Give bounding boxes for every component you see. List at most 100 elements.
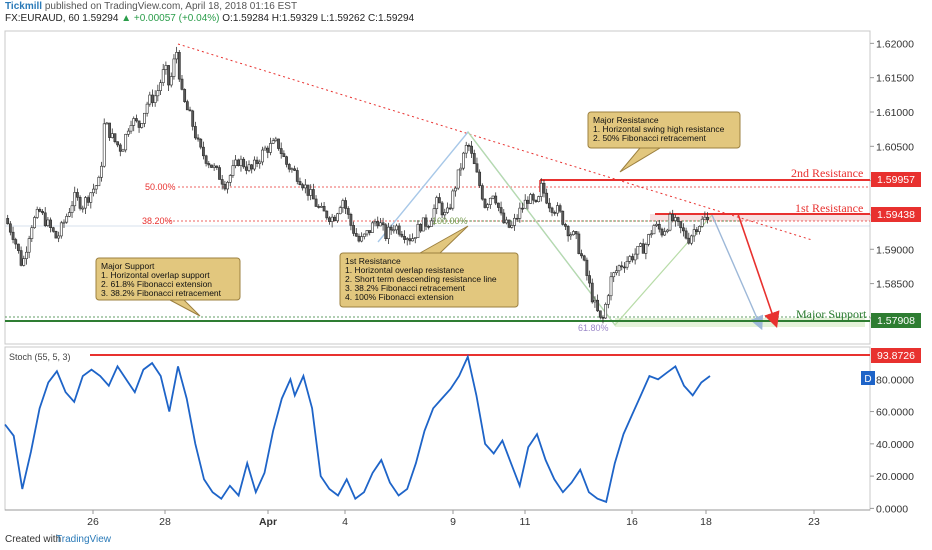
candle-body [370,222,374,233]
candle-body [290,168,294,171]
candle-body [542,182,546,194]
major-resistance-note: Major Resistance 1. Horizontal swing hig… [587,111,741,173]
candle-body [649,233,653,236]
candle-body [102,123,106,167]
candle-body [51,227,55,232]
candle-body [598,310,602,318]
candle-body [451,190,455,209]
candle-body [574,231,578,235]
candle-body [266,147,270,153]
candle-body [464,145,468,154]
candle-body [395,225,398,231]
descending-resistance-line [177,43,813,241]
candle-body [277,138,280,149]
brand-name[interactable]: Tickmill [5,1,43,12]
stoch-d-badge[interactable] [861,371,875,385]
candle-body [282,153,286,158]
stoch-title: Stoch (55, 5, 3) [9,352,71,362]
major-support-value: 1.57908 [877,315,915,327]
candle-body [496,202,500,208]
candle-body [534,199,538,202]
candle-body [381,222,385,226]
price-candles [6,46,709,324]
candle-body [261,149,264,163]
candle-body [317,206,321,208]
candle-body [486,204,490,208]
candle-body [132,118,136,126]
first-resistance-tag [871,207,921,222]
stoch-tick-label: 0.0000 [876,503,908,515]
candle-body [698,226,701,232]
major-support-note-line: 3. 38.2% Fibonacci retracement [101,288,222,298]
first-resistance-label: 1st Resistance [795,201,863,215]
tradingview-logo[interactable]: TradingView [56,534,112,545]
candle-body [679,221,683,229]
fib-50-label: 50.00% [145,182,176,192]
candle-body [531,194,535,201]
candle-body [121,149,125,152]
candle-body [440,202,444,216]
candle-body [639,243,642,247]
candle-body [494,195,498,204]
candle-body [116,141,120,146]
candle-body [228,175,232,183]
candle-body [695,229,699,232]
stoch-tick-label: 20.0000 [876,471,914,483]
candle-body [35,209,39,218]
candle-body [360,236,364,242]
candle-body [274,138,278,141]
candle-body [11,231,15,240]
first-resistance-note-line: 1. Horizontal overlap resistance [345,265,464,275]
up-arrow-icon: ▲ [121,13,132,24]
candle-body [588,275,591,284]
candle-body [590,282,594,303]
candle-body [346,208,350,215]
candle-body [580,253,583,257]
major-support-note: Major Support 1. Horizontal overlap supp… [95,257,241,317]
candle-body [411,238,414,242]
second-resistance-label: 2nd Resistance [791,166,863,180]
candle-body [427,226,431,228]
candle-body [687,237,691,244]
candle-body [100,165,103,178]
candle-body [94,185,98,190]
candle-body [446,207,449,213]
first-resistance-note-title: 1st Resistance [345,256,401,266]
candle-body [470,145,473,154]
candle-body [33,217,36,229]
candle-body [54,231,58,239]
candle-body [298,181,302,186]
candle-body [478,171,482,186]
candle-body [328,217,331,222]
candle-body [526,199,530,204]
price-tick-label: 1.58500 [876,279,914,291]
candle-body [49,219,52,228]
symbol-line: FX:EURAUD, 60 1.59294 ▲ +0.00057 (+0.04%… [5,13,414,24]
candle-body [84,197,87,209]
candle-body [521,207,524,210]
candle-body [566,226,570,237]
candle-body [188,109,192,112]
candle-body [564,224,567,227]
price-tick-label: 1.59000 [876,244,914,256]
candle-body [362,233,366,237]
candle-body [553,212,557,214]
candle-body [113,133,117,142]
candle-body [389,226,393,231]
candle-body [585,259,589,276]
candle-body [609,276,613,297]
candle-body [438,197,441,204]
candle-body [644,244,648,254]
candle-body [279,148,283,154]
price-pane [4,30,871,345]
candle-body [416,223,420,238]
candle-body [210,164,213,168]
major-resistance-note-title: Major Resistance [593,115,659,125]
candle-body [373,221,377,224]
candle-body [419,223,423,232]
candle-body [529,194,532,204]
candle-body [105,122,109,125]
candle-body [250,164,254,170]
time-tick-label: 11 [520,516,531,528]
